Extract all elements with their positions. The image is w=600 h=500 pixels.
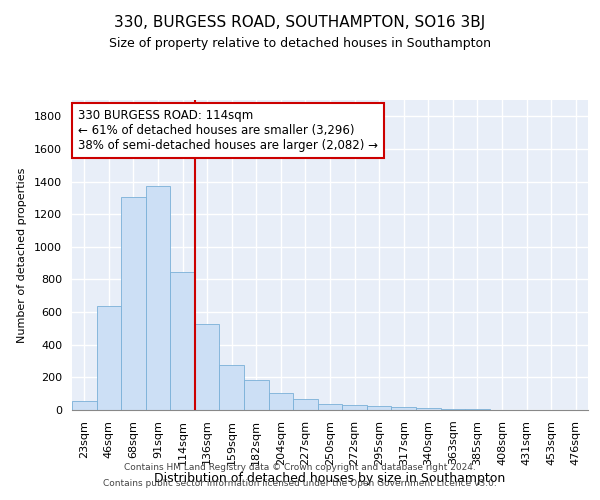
X-axis label: Distribution of detached houses by size in Southampton: Distribution of detached houses by size … (154, 472, 506, 485)
Y-axis label: Number of detached properties: Number of detached properties (17, 168, 27, 342)
Bar (293, 398, 318, 410)
Bar (97, 306, 121, 410)
Bar (416, 408, 440, 410)
Text: Size of property relative to detached houses in Southampton: Size of property relative to detached ho… (109, 38, 491, 51)
Bar (195, 324, 220, 410)
Bar (121, 197, 146, 410)
Bar (269, 393, 293, 410)
Bar (146, 186, 170, 410)
Text: 330, BURGESS ROAD, SOUTHAMPTON, SO16 3BJ: 330, BURGESS ROAD, SOUTHAMPTON, SO16 3BJ (115, 15, 485, 30)
Text: Contains HM Land Registry data © Crown copyright and database right 2024.: Contains HM Land Registry data © Crown c… (124, 464, 476, 472)
Bar (72, 401, 97, 410)
Bar (440, 408, 465, 410)
Text: 330 BURGESS ROAD: 114sqm
← 61% of detached houses are smaller (3,296)
38% of sem: 330 BURGESS ROAD: 114sqm ← 61% of detach… (78, 108, 378, 152)
Bar (391, 406, 416, 410)
Bar (342, 405, 367, 410)
Bar (170, 272, 195, 410)
Bar (244, 380, 269, 410)
Bar (367, 406, 391, 410)
Text: Contains public sector information licensed under the Open Government Licence v3: Contains public sector information licen… (103, 478, 497, 488)
Bar (318, 404, 342, 410)
Bar (220, 365, 244, 410)
Bar (465, 409, 490, 410)
